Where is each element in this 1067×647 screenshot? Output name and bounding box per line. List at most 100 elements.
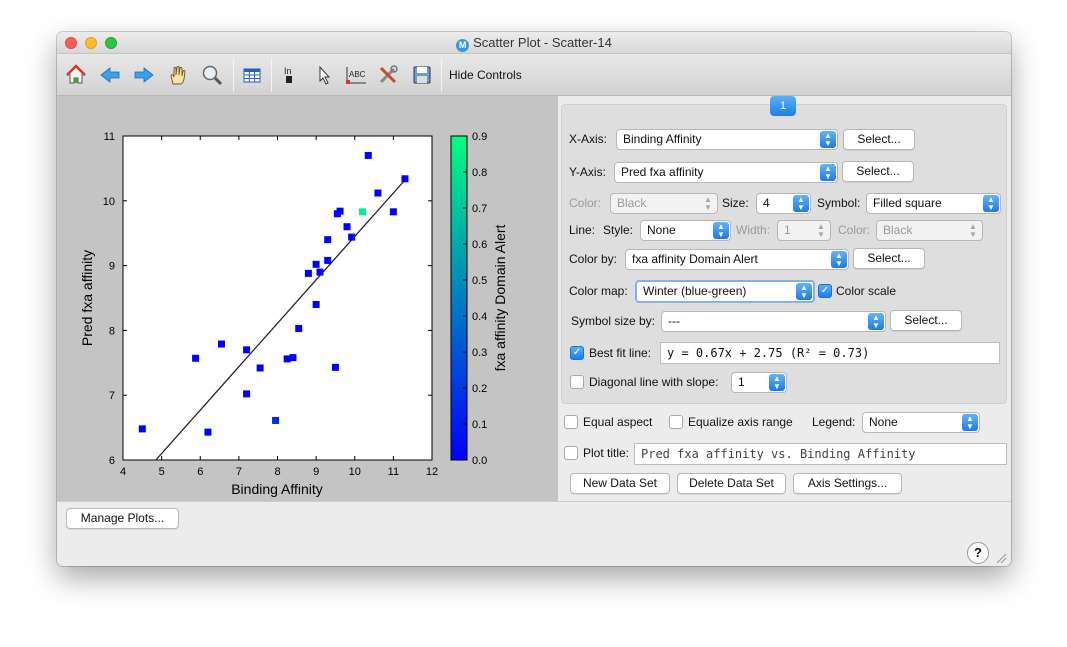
size-select[interactable]: 4 ▲ ▼ [756, 193, 811, 214]
title-bar[interactable]: M Scatter Plot - Scatter-14 [57, 32, 1011, 54]
equalize-axis-range-label: Equalize axis range [688, 415, 793, 429]
chevron-updown-icon: ▲ ▼ [769, 374, 785, 391]
zoom-icon[interactable] [199, 62, 225, 88]
manage-plots-button[interactable]: Manage Plots... [66, 508, 179, 529]
data-point[interactable] [348, 233, 356, 241]
y-axis-value: Pred fxa affinity [621, 165, 704, 179]
x-tick-label: 12 [426, 466, 438, 478]
line-width-field-label: Width: [736, 223, 771, 237]
best-fit-line-checkbox[interactable]: ✓ [570, 346, 584, 360]
help-button[interactable]: ? [967, 542, 989, 564]
plot-title-checkbox[interactable] [564, 446, 578, 460]
chevron-updown-icon: ▲ ▼ [796, 283, 812, 300]
data-point[interactable] [217, 340, 225, 348]
data-point[interactable] [401, 175, 409, 183]
data-point[interactable] [283, 355, 291, 363]
data-point[interactable] [343, 223, 351, 231]
data-point[interactable] [312, 300, 320, 308]
chevron-updown-icon: ▲ ▼ [962, 414, 978, 431]
color-select[interactable]: Black ▲ ▼ [610, 193, 718, 214]
tab-1[interactable]: 1 [770, 96, 796, 116]
data-point[interactable] [316, 268, 324, 276]
plot-area[interactable]: 4 5 6 7 8 9 10 11 12 6 7 8 9 10 11 Binding Affinity Pr… [57, 96, 558, 501]
y-axis-select-button[interactable]: Select... [842, 161, 914, 182]
data-point[interactable] [289, 354, 297, 362]
equal-aspect-label: Equal aspect [583, 415, 653, 429]
data-point[interactable] [138, 425, 146, 433]
legend-value: None [869, 415, 898, 429]
chevron-updown-icon: ▲ ▼ [820, 131, 836, 148]
best-fit-equation-field[interactable]: y = 0.67x + 2.75 (R² = 0.73) [660, 342, 1000, 364]
color-by-select-button[interactable]: Select... [853, 248, 925, 269]
data-point[interactable] [358, 208, 366, 216]
close-window-button[interactable] [65, 37, 77, 49]
data-point[interactable] [304, 269, 312, 277]
x-axis-select[interactable]: Binding Affinity ▲ ▼ [616, 129, 838, 150]
colorbar-tick-label: 0.7 [472, 203, 487, 215]
line-field-label: Line: [569, 223, 596, 237]
data-point[interactable] [324, 256, 332, 264]
line-style-select[interactable]: None ▲ ▼ [640, 220, 731, 241]
color-scale-checkbox[interactable]: ✓ [818, 284, 832, 298]
data-point[interactable] [374, 189, 382, 197]
color-map-select[interactable]: Winter (blue-green) ▲ ▼ [635, 280, 815, 303]
plot-frame [122, 135, 433, 461]
abc-label-icon[interactable]: ABC [343, 62, 369, 88]
symbol-select[interactable]: Filled square ▲ ▼ [866, 193, 1001, 214]
data-point[interactable] [364, 151, 372, 159]
scatter-chart[interactable]: 4 5 6 7 8 9 10 11 12 6 7 8 9 10 11 Binding Affinity Pr… [57, 96, 558, 501]
color-by-value: fxa affinity Domain Alert [632, 252, 758, 266]
colorbar-tick-label: 0.4 [472, 311, 487, 323]
toolbar-separator [441, 58, 442, 92]
data-point[interactable] [336, 207, 344, 215]
data-point[interactable] [331, 363, 339, 371]
minimize-window-button[interactable] [85, 37, 97, 49]
symbol-size-by-select[interactable]: --- ▲ ▼ [661, 311, 886, 332]
color-by-select[interactable]: fxa affinity Domain Alert ▲ ▼ [625, 249, 849, 270]
y-axis-label: Pred fxa affinity [79, 250, 95, 346]
data-point[interactable] [192, 354, 200, 362]
plot-title-field[interactable]: Pred fxa affinity vs. Binding Affinity [634, 443, 1007, 465]
chevron-updown-icon: ▲ ▼ [868, 313, 884, 330]
home-icon[interactable] [63, 62, 89, 88]
diagonal-line-checkbox[interactable] [570, 375, 584, 389]
forward-arrow-icon[interactable] [131, 62, 157, 88]
maximize-window-button[interactable] [105, 37, 117, 49]
data-point[interactable] [389, 208, 397, 216]
axis-ticks: 4 5 6 7 8 9 10 11 12 6 7 8 9 10 11 [103, 131, 438, 478]
diagonal-slope-select[interactable]: 1 ▲ ▼ [731, 372, 787, 393]
y-axis-select[interactable]: Pred fxa affinity ▲ ▼ [614, 162, 838, 183]
x-axis-select-button[interactable]: Select... [843, 129, 915, 150]
line-width-select[interactable]: 1 ▲ ▼ [777, 220, 831, 241]
equalize-axis-range-checkbox[interactable] [669, 415, 683, 429]
data-point[interactable] [256, 364, 264, 372]
pointer-icon[interactable] [311, 62, 337, 88]
pan-hand-icon[interactable] [165, 62, 191, 88]
data-point[interactable] [243, 390, 251, 398]
color-map-field-label: Color map: [569, 284, 628, 298]
data-point[interactable] [295, 324, 303, 332]
symbol-size-by-select-button[interactable]: Select... [890, 310, 962, 331]
table-icon[interactable] [239, 62, 265, 88]
data-point[interactable] [312, 260, 320, 268]
delete-data-set-button[interactable]: Delete Data Set [677, 473, 786, 494]
line-color-select[interactable]: Black ▲ ▼ [876, 220, 983, 241]
data-point[interactable] [204, 428, 212, 436]
equal-aspect-checkbox[interactable] [564, 415, 578, 429]
hide-controls-button[interactable]: Hide Controls [449, 68, 522, 82]
line-style-field-label: Style: [603, 223, 634, 237]
legend-select[interactable]: None ▲ ▼ [862, 412, 980, 433]
axis-settings-button[interactable]: Axis Settings... [793, 473, 902, 494]
back-arrow-icon[interactable] [97, 62, 123, 88]
data-points[interactable] [138, 151, 409, 436]
tools-icon[interactable] [375, 62, 401, 88]
text-insert-icon[interactable]: In [277, 62, 303, 88]
symbol-size-by-field-label: Symbol size by: [571, 314, 656, 328]
chevron-updown-icon: ▲ ▼ [969, 222, 977, 239]
data-point[interactable] [324, 236, 332, 244]
resize-grip-icon[interactable] [995, 552, 1007, 564]
new-data-set-button[interactable]: New Data Set [570, 473, 670, 494]
data-point[interactable] [243, 346, 251, 354]
save-icon[interactable] [409, 62, 435, 88]
data-point[interactable] [272, 416, 280, 424]
